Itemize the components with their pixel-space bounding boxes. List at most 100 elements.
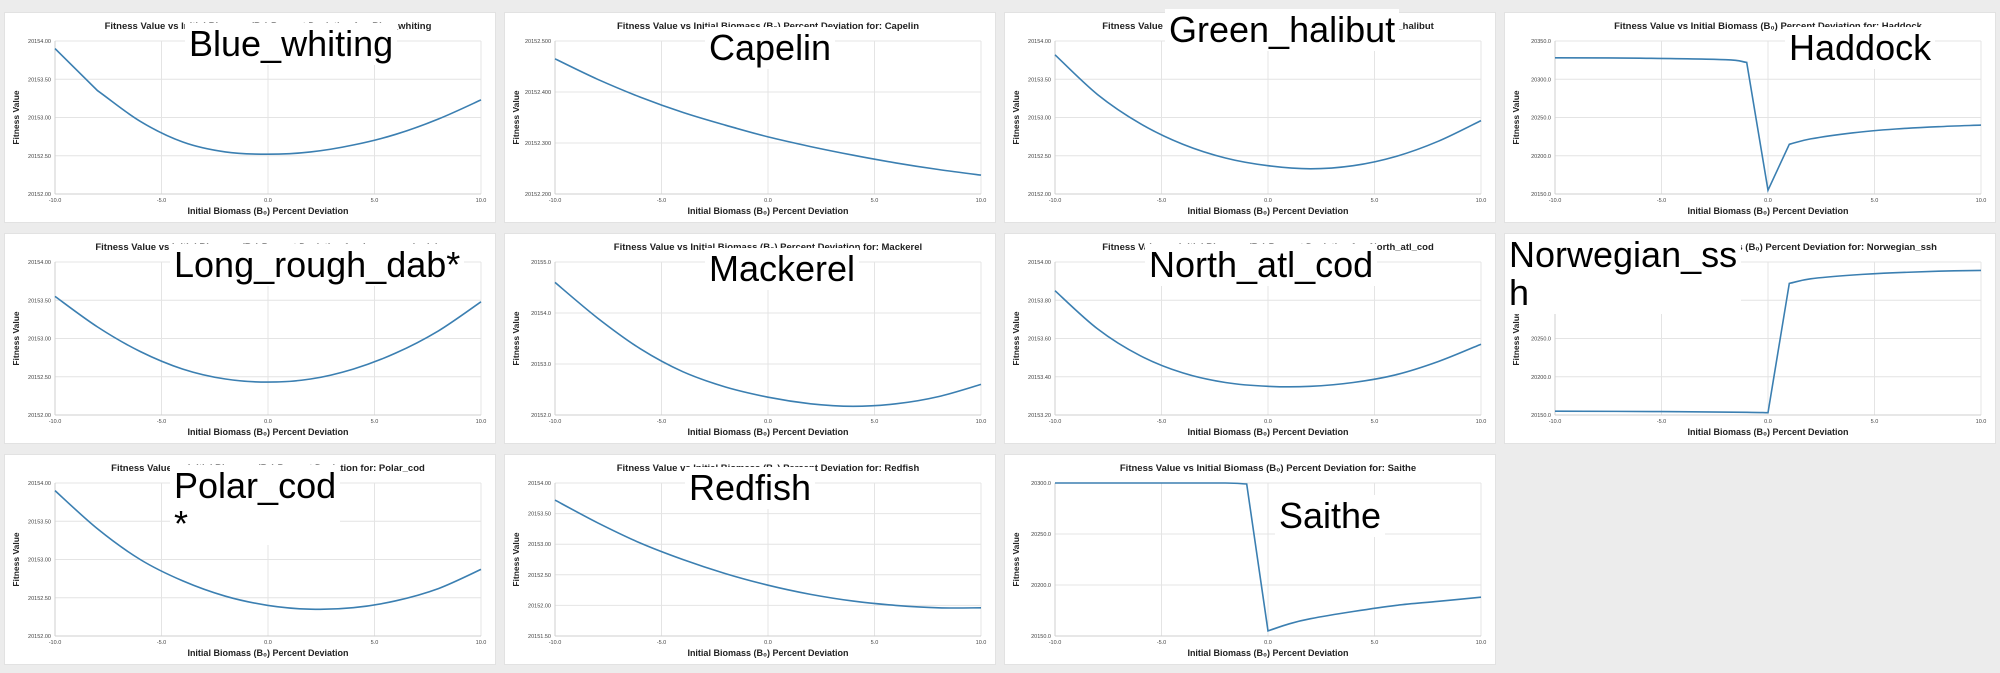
x-tick-label: -5.0 bbox=[157, 198, 166, 204]
y-axis-label: Fitness Value bbox=[11, 532, 21, 587]
species-overlay-label: Blue_whiting bbox=[185, 23, 398, 65]
chart-title: Fitness Value vs Initial Biomass (B₀) Pe… bbox=[1614, 21, 1923, 32]
x-tick-label: -5.0 bbox=[1157, 419, 1166, 425]
y-tick-label: 20152.50 bbox=[528, 573, 551, 579]
y-tick-label: 20152.400 bbox=[525, 90, 551, 96]
species-overlay-label: Norwegian_ss h bbox=[1505, 234, 1742, 314]
x-axis-label: Initial Biomass (B₀) Percent Deviation bbox=[687, 206, 848, 216]
y-axis-label: Fitness Value bbox=[511, 532, 521, 587]
y-axis-label: Fitness Value bbox=[511, 90, 521, 145]
x-tick-label: 10.0 bbox=[976, 640, 987, 646]
y-tick-label: 20153.50 bbox=[1028, 77, 1051, 83]
x-tick-label: 10.0 bbox=[476, 419, 487, 425]
y-tick-label: 20153.60 bbox=[1028, 337, 1051, 343]
y-tick-label: 20154.00 bbox=[528, 481, 551, 487]
y-tick-label: 20350.0 bbox=[1531, 39, 1551, 45]
x-tick-label: 5.0 bbox=[371, 198, 379, 204]
y-axis-label: Fitness Value bbox=[511, 311, 521, 366]
species-overlay-label: Saithe bbox=[1275, 495, 1386, 537]
series-line-polar_cod bbox=[54, 490, 482, 611]
x-axis-label: Initial Biomass (B₀) Percent Deviation bbox=[187, 648, 348, 658]
x-tick-label: 5.0 bbox=[871, 198, 879, 204]
series-line-blue_whiting bbox=[54, 48, 482, 156]
chart-panel-capelin: Fitness Value vs Initial Biomass (B₀) Pe… bbox=[504, 12, 996, 223]
y-tick-label: 20152.50 bbox=[28, 375, 51, 381]
x-tick-label: -5.0 bbox=[157, 419, 166, 425]
chart-title: Fitness Value vs Initial Biomass (B₀) Pe… bbox=[617, 21, 919, 32]
y-tick-label: 20152.00 bbox=[28, 413, 51, 419]
chart-panel-norwegian_ssh: Fitness Value vs Initial Biomass (B₀) Pe… bbox=[1504, 233, 1996, 444]
x-tick-label: -10.0 bbox=[49, 640, 62, 646]
x-tick-label: -10.0 bbox=[1549, 198, 1562, 204]
chart-svg: Fitness Value vs Initial Biomass (B₀) Pe… bbox=[1011, 463, 1486, 658]
y-tick-label: 20152.0 bbox=[531, 413, 551, 419]
x-tick-label: 0.0 bbox=[764, 640, 772, 646]
y-tick-label: 20154.00 bbox=[1028, 260, 1051, 266]
x-tick-label: -5.0 bbox=[1657, 198, 1666, 204]
x-tick-label: -5.0 bbox=[1157, 640, 1166, 646]
series-line-long_rough_dab bbox=[54, 295, 482, 383]
chart-panel-north_atl_cod: Fitness Value vs Initial Biomass (B₀) Pe… bbox=[1004, 233, 1496, 444]
series-line-norwegian_ssh bbox=[1554, 269, 1982, 414]
species-overlay-label: Redfish bbox=[685, 467, 816, 509]
y-tick-label: 20154.00 bbox=[1028, 39, 1051, 45]
y-tick-label: 20300.0 bbox=[1031, 481, 1051, 487]
x-tick-label: 0.0 bbox=[264, 419, 272, 425]
y-tick-label: 20152.50 bbox=[1028, 154, 1051, 160]
y-tick-label: 20153.50 bbox=[528, 512, 551, 518]
y-axis-label: Fitness Value bbox=[1011, 311, 1021, 366]
x-tick-label: 5.0 bbox=[1871, 419, 1879, 425]
x-tick-label: -5.0 bbox=[657, 640, 666, 646]
x-tick-label: -5.0 bbox=[157, 640, 166, 646]
y-tick-label: 20152.00 bbox=[28, 192, 51, 198]
x-tick-label: 0.0 bbox=[1764, 419, 1772, 425]
x-tick-label: 10.0 bbox=[1976, 198, 1987, 204]
x-axis-label: Initial Biomass (B₀) Percent Deviation bbox=[187, 427, 348, 437]
x-tick-label: 10.0 bbox=[976, 198, 987, 204]
x-tick-label: 5.0 bbox=[371, 419, 379, 425]
x-tick-label: -5.0 bbox=[657, 198, 666, 204]
y-axis-label: Fitness Value bbox=[11, 90, 21, 145]
series-line-north_atl_cod bbox=[1054, 290, 1482, 388]
y-tick-label: 20152.200 bbox=[525, 192, 551, 198]
x-axis-label: Initial Biomass (B₀) Percent Deviation bbox=[1187, 427, 1348, 437]
y-axis-label: Fitness Value bbox=[1011, 90, 1021, 145]
series-line-redfish bbox=[554, 499, 982, 609]
y-tick-label: 20152.00 bbox=[28, 634, 51, 640]
y-tick-label: 20150.0 bbox=[1531, 413, 1551, 419]
chart-panel-haddock: Fitness Value vs Initial Biomass (B₀) Pe… bbox=[1504, 12, 1996, 223]
y-axis-label: Fitness Value bbox=[11, 311, 21, 366]
y-tick-label: 20153.50 bbox=[28, 519, 51, 525]
chart-panel-blue_whiting: Fitness Value vs Initial Biomass (B₀) Pe… bbox=[4, 12, 496, 223]
y-tick-label: 20152.00 bbox=[1028, 192, 1051, 198]
y-tick-label: 20200.0 bbox=[1031, 583, 1051, 589]
y-tick-label: 20200.0 bbox=[1531, 154, 1551, 160]
x-tick-label: 5.0 bbox=[371, 640, 379, 646]
x-tick-label: -10.0 bbox=[549, 640, 562, 646]
species-overlay-label: Long_rough_dab* bbox=[170, 244, 465, 286]
x-tick-label: 10.0 bbox=[1976, 419, 1987, 425]
y-tick-label: 20300.0 bbox=[1531, 77, 1551, 83]
x-tick-label: 10.0 bbox=[1476, 419, 1487, 425]
x-tick-label: -10.0 bbox=[49, 198, 62, 204]
series-line-green_halibut bbox=[1054, 54, 1482, 170]
chart-svg: Fitness Value vs Initial Biomass (B₀) Pe… bbox=[511, 242, 986, 437]
x-tick-label: -10.0 bbox=[49, 419, 62, 425]
chart-title: Fitness Value vs Initial Biomass (B₀) Pe… bbox=[614, 242, 922, 253]
y-tick-label: 20150.0 bbox=[1531, 192, 1551, 198]
y-tick-label: 20153.00 bbox=[28, 116, 51, 122]
y-tick-label: 20250.0 bbox=[1531, 116, 1551, 122]
y-tick-label: 20152.50 bbox=[28, 154, 51, 160]
species-overlay-label: North_atl_cod bbox=[1145, 244, 1378, 286]
species-overlay-label: Polar_cod * bbox=[170, 465, 341, 545]
y-axis-label: Fitness Value bbox=[1511, 311, 1521, 366]
x-axis-label: Initial Biomass (B₀) Percent Deviation bbox=[687, 427, 848, 437]
x-tick-label: 0.0 bbox=[264, 198, 272, 204]
y-tick-label: 20153.00 bbox=[28, 337, 51, 343]
y-tick-label: 20153.0 bbox=[531, 362, 551, 368]
x-tick-label: 5.0 bbox=[871, 419, 879, 425]
x-tick-label: -10.0 bbox=[549, 198, 562, 204]
x-axis-label: Initial Biomass (B₀) Percent Deviation bbox=[1687, 427, 1848, 437]
y-tick-label: 20200.0 bbox=[1531, 375, 1551, 381]
series-line-mackerel bbox=[554, 281, 982, 408]
